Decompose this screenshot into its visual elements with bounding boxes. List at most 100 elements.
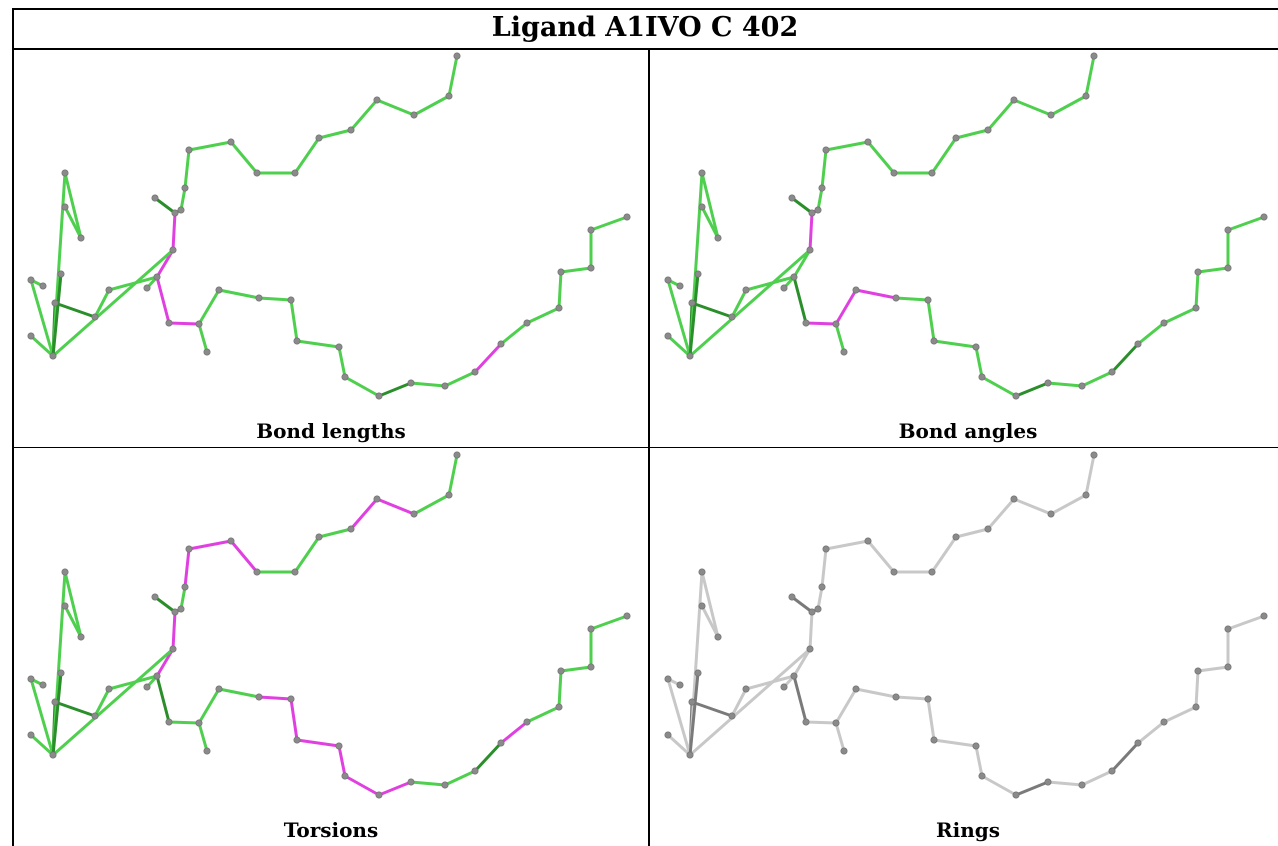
bond [926, 697, 936, 742]
atom [315, 134, 323, 142]
bond [343, 774, 381, 797]
atom [952, 134, 960, 142]
atom [165, 319, 173, 327]
bond [854, 687, 898, 699]
bond [293, 535, 321, 574]
bond [447, 453, 459, 497]
atom [840, 747, 848, 755]
atom [453, 52, 461, 60]
atom [694, 669, 702, 677]
bond [197, 687, 221, 725]
atom [864, 138, 872, 146]
atom [39, 681, 47, 689]
atom [143, 284, 151, 292]
bond [167, 321, 201, 326]
atom [373, 495, 381, 503]
bond [183, 547, 191, 589]
bond [688, 272, 700, 358]
atom [1260, 612, 1268, 620]
atom [39, 282, 47, 290]
bond [954, 527, 990, 539]
bond [197, 288, 221, 326]
atom [27, 675, 35, 683]
bond [1136, 321, 1166, 346]
bond [816, 186, 824, 212]
atom [185, 146, 193, 154]
bond [443, 769, 477, 787]
atom [441, 781, 449, 789]
bond [980, 375, 1018, 398]
atom [195, 719, 203, 727]
bond [700, 570, 720, 639]
atom [253, 169, 261, 177]
atom [471, 368, 479, 376]
bond [690, 301, 734, 319]
atom [407, 778, 415, 786]
atom [169, 246, 177, 254]
bond [171, 211, 177, 252]
atom [61, 602, 69, 610]
atom [928, 169, 936, 177]
atom [77, 633, 85, 641]
bond [1226, 614, 1266, 631]
atom [852, 685, 860, 693]
atom [497, 340, 505, 348]
atom [165, 718, 173, 726]
bond [666, 733, 692, 757]
atom [788, 194, 796, 202]
atom [864, 537, 872, 545]
bond [980, 774, 1018, 797]
bond [1014, 780, 1050, 797]
atom [587, 625, 595, 633]
bond [1110, 741, 1140, 773]
bond [293, 136, 321, 175]
atom [676, 282, 684, 290]
atom [51, 698, 59, 706]
atom [1160, 718, 1168, 726]
atom [255, 693, 263, 701]
bond [375, 98, 416, 117]
atom [1194, 667, 1202, 675]
bond [317, 128, 353, 140]
atom [177, 605, 185, 613]
bond [589, 614, 629, 631]
bond [53, 700, 97, 718]
atom [952, 533, 960, 541]
bond [559, 266, 593, 274]
atom [1090, 451, 1098, 459]
bond [337, 744, 347, 778]
atom [623, 612, 631, 620]
bond [217, 687, 261, 699]
bond [926, 298, 936, 343]
bond [409, 780, 447, 787]
atom [453, 451, 461, 459]
atom [287, 296, 295, 304]
atom [215, 286, 223, 294]
bond [1196, 266, 1230, 274]
atom [410, 111, 418, 119]
bond [744, 275, 796, 292]
atom [806, 246, 814, 254]
bond [688, 248, 812, 358]
atom [215, 685, 223, 693]
atom [984, 126, 992, 134]
atom [105, 685, 113, 693]
atom [788, 593, 796, 601]
bond [834, 721, 846, 753]
atom [1134, 739, 1142, 747]
atom [407, 379, 415, 387]
bond [343, 375, 381, 398]
atom [523, 319, 531, 327]
atom [293, 337, 301, 345]
bond [834, 322, 846, 354]
bond [808, 610, 814, 651]
atom [51, 299, 59, 307]
frame-left [12, 8, 14, 846]
bond [820, 148, 828, 190]
bond [51, 248, 175, 358]
atom [978, 772, 986, 780]
bond [197, 721, 209, 753]
atom [441, 382, 449, 390]
atom [1224, 625, 1232, 633]
bond [834, 687, 858, 725]
